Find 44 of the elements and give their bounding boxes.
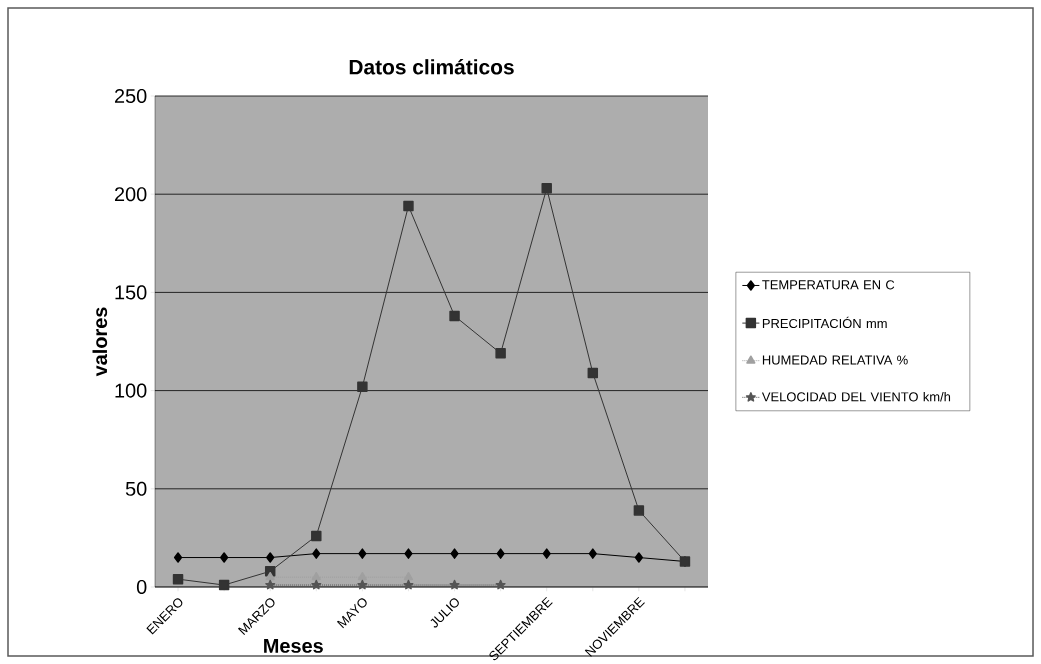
point bbox=[312, 548, 321, 559]
y-tick-label: 0 bbox=[136, 579, 147, 595]
point bbox=[357, 579, 368, 590]
y-tick-label: 50 bbox=[125, 481, 147, 496]
point bbox=[542, 548, 551, 559]
y-tick-label: 150 bbox=[115, 285, 147, 300]
point bbox=[634, 552, 643, 563]
point bbox=[541, 183, 552, 194]
point bbox=[587, 367, 599, 379]
point bbox=[495, 348, 506, 359]
chart-title: Datos climáticos bbox=[349, 58, 514, 75]
y-axis-title: valores bbox=[92, 307, 108, 377]
point bbox=[449, 579, 460, 590]
point bbox=[357, 571, 368, 581]
y-tick-label: 250 bbox=[114, 88, 147, 104]
point bbox=[265, 579, 276, 590]
point bbox=[311, 579, 322, 590]
point bbox=[357, 381, 368, 392]
point bbox=[449, 310, 460, 322]
point bbox=[450, 548, 459, 559]
legend-label: VELOCIDAD DEL VIENTO km/h bbox=[761, 391, 951, 402]
point bbox=[633, 505, 645, 516]
point bbox=[311, 571, 321, 581]
legend-label: PRECIPITACIÓN mm bbox=[762, 316, 887, 329]
point bbox=[403, 571, 414, 581]
point bbox=[265, 571, 275, 581]
point bbox=[173, 552, 183, 563]
point bbox=[266, 552, 275, 563]
point bbox=[403, 579, 414, 590]
point bbox=[496, 548, 505, 559]
point bbox=[403, 200, 414, 212]
point bbox=[172, 573, 184, 585]
y-tick-label: 200 bbox=[114, 187, 147, 202]
legend-label: TEMPERATURA EN C bbox=[762, 280, 895, 290]
point bbox=[588, 548, 597, 559]
y-tick-label: 100 bbox=[115, 383, 147, 398]
point bbox=[220, 552, 229, 563]
legend-label: HUMEDAD RELATIVA % bbox=[762, 355, 908, 365]
point bbox=[358, 548, 367, 559]
x-axis-title: Meses bbox=[264, 638, 323, 653]
point bbox=[218, 579, 230, 591]
point bbox=[311, 530, 322, 542]
point bbox=[404, 548, 413, 559]
point bbox=[495, 579, 506, 590]
